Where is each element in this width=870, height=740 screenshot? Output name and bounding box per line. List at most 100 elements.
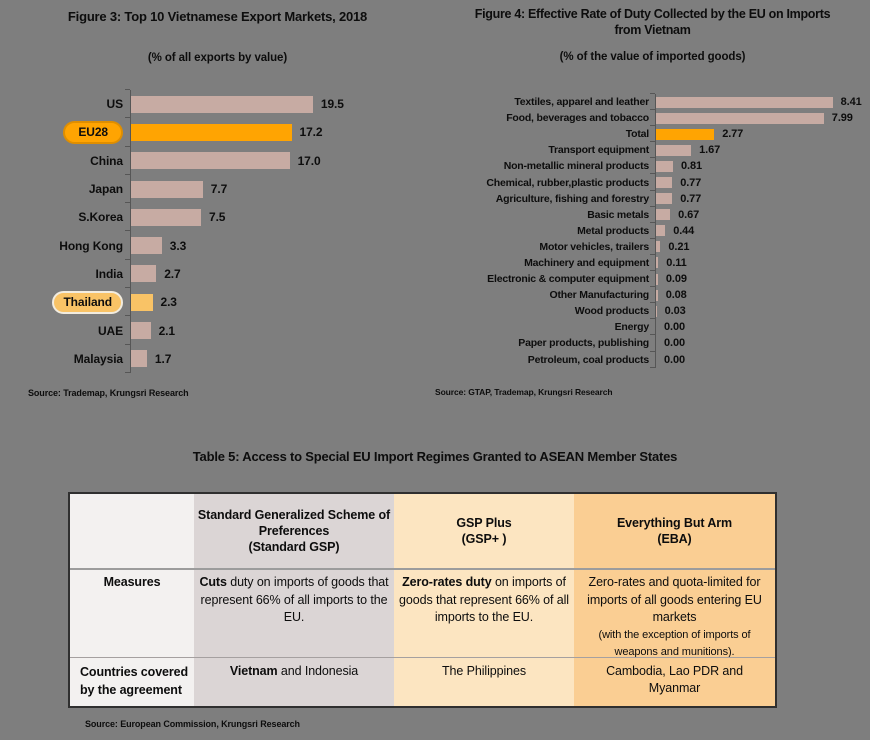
header-line: (EBA): [657, 532, 692, 546]
bar-track: 0.03: [650, 302, 870, 320]
bar-row: Machinery and equipment 0.11: [435, 253, 870, 272]
table-column-header: Everything But Arm (EBA): [574, 494, 775, 570]
category-label: Wood products: [574, 305, 649, 318]
category-label-cell: UAE: [0, 316, 130, 344]
bar-row: Textiles, apparel and leather 8.41: [435, 92, 870, 111]
table5-title: Table 5: Access to Special EU Import Reg…: [192, 449, 678, 464]
category-label-cell: Basic metals: [435, 207, 655, 223]
bar-track: 2.1: [125, 315, 435, 345]
bar: [656, 96, 833, 108]
bar: [656, 289, 658, 301]
value-label: 1.7: [154, 351, 172, 366]
table-cell: Zero-rates and quota-limited for imports…: [574, 570, 775, 658]
table-cell-text: Cambodia, Lao PDR and Myanmar: [606, 664, 743, 695]
value-label: 8.41: [840, 96, 862, 109]
bar: [656, 177, 673, 189]
bar-row: Hong Kong 3.3: [0, 230, 435, 260]
category-label-cell: Agriculture, fishing and forestry: [435, 191, 655, 207]
value-label: 0.21: [668, 240, 690, 253]
table-cell-text: The Philippines: [442, 664, 526, 678]
table-cell-text: Zero-rates duty: [402, 575, 492, 589]
table-row-header: Measures: [70, 570, 194, 658]
figure3-subtitle: (% of all exports by value): [147, 52, 288, 64]
value-label: 1.67: [699, 144, 721, 157]
category-label-cell: S.Korea: [0, 203, 130, 231]
table-cell-text: Cuts: [199, 575, 227, 589]
figure4-title: Figure 4: Effective Rate of Duty Collect…: [435, 6, 870, 38]
table-cell: The Philippines: [394, 658, 574, 706]
table-cell-text: duty on imports of goods that represent …: [200, 575, 389, 624]
bar-track: 17.2: [125, 117, 435, 147]
bar: [131, 123, 292, 141]
value-label: 0.77: [680, 192, 702, 205]
category-label-cell: Machinery and equipment: [435, 255, 655, 271]
bar: [131, 237, 162, 255]
bar-row: Energy 0.00: [435, 318, 870, 336]
bar-row: Thailand 2.3: [0, 287, 435, 317]
category-label-cell: Thailand: [0, 288, 130, 316]
header-line: (GSP+ ): [461, 532, 507, 546]
category-label-cell: Transport equipment: [435, 142, 655, 158]
table-cell: Zero-rates duty on imports of goods that…: [394, 570, 574, 658]
table-cell: Vietnam and Indonesia: [194, 658, 394, 706]
figure4-panel: Figure 4: Effective Rate of Duty Collect…: [435, 0, 870, 430]
table-column-header: GSP Plus (GSP+ ): [394, 494, 574, 570]
bar-track: 0.81: [650, 157, 870, 175]
category-label-cell: Malaysia: [0, 345, 130, 373]
bar: [656, 241, 661, 253]
bar-track: 0.08: [650, 286, 870, 304]
category-label-cell: Metal products: [435, 223, 655, 239]
bar-row: Other Manufacturing 0.08: [435, 286, 870, 304]
highlight-pill: EU28: [63, 120, 123, 144]
figure3-bar-chart: US 19.5 EU28 17.2 China 17.0 Japan 7.7 S.Korea 7.…: [0, 88, 435, 374]
bar-row: Chemical, rubber,plastic products 0.77: [435, 173, 870, 191]
bar-track: 0.67: [650, 205, 870, 223]
category-label: China: [90, 153, 123, 168]
category-label-cell: Petroleum, coal products: [435, 352, 655, 368]
bar-row: EU28 17.2: [0, 117, 435, 147]
value-label: 0.81: [681, 160, 703, 173]
bar-track: 7.7: [125, 173, 435, 204]
table-row-header: Countries covered by the agreement: [70, 658, 194, 706]
value-label: 7.7: [210, 182, 228, 197]
value-label: 0.77: [680, 176, 702, 189]
value-label: 0.03: [664, 305, 686, 318]
bar-track: 0.21: [650, 237, 870, 255]
bar-track: 0.44: [650, 221, 870, 239]
figure4-title-line2: from Vietnam: [614, 23, 691, 37]
value-label: 17.2: [299, 125, 323, 140]
category-label: UAE: [97, 323, 123, 338]
category-label-cell: Wood products: [435, 303, 655, 319]
value-label: 2.7: [164, 266, 181, 281]
table5-source: Source: European Commission, Krungsri Re…: [85, 719, 300, 729]
figure3-panel: Figure 3: Top 10 Vietnamese Export Marke…: [0, 0, 435, 430]
bar: [656, 257, 659, 269]
table-cell-text: (with the exception of imports of weapon…: [598, 628, 751, 658]
value-label: 0.00: [664, 353, 686, 366]
category-label-cell: Electronic & computer equipment: [435, 271, 655, 287]
category-label: Malaysia: [73, 351, 123, 366]
bar-row: India 2.7: [0, 258, 435, 289]
category-label: Metal products: [577, 224, 649, 237]
header-line: Standard Generalized Scheme of: [197, 508, 391, 522]
figure3-source: Source: Trademap, Krungsri Research: [28, 388, 189, 398]
table-column-header: Standard Generalized Scheme of Preference…: [194, 494, 394, 570]
value-label: 0.00: [664, 321, 686, 334]
value-label: 19.5: [320, 97, 344, 112]
category-label: US: [106, 97, 124, 112]
category-label-cell: Japan: [0, 175, 130, 203]
bar-track: 0.09: [650, 270, 870, 288]
bar: [656, 144, 692, 156]
category-label-cell: Food, beverages and tobacco: [435, 110, 655, 126]
table5-import-regimes: Standard Generalized Scheme of Preference…: [68, 492, 777, 708]
category-label-cell: Hong Kong: [0, 231, 130, 259]
value-label: 2.1: [158, 323, 175, 338]
highlight-pill: Thailand: [52, 290, 123, 314]
category-label: Electronic & computer equipment: [487, 273, 649, 286]
category-label-cell: Textiles, apparel and leather: [435, 94, 655, 110]
category-label-cell: Non-metallic mineral products: [435, 158, 655, 174]
bar: [656, 225, 666, 237]
bar: [656, 193, 673, 205]
bar: [131, 208, 201, 226]
bar: [656, 209, 671, 221]
